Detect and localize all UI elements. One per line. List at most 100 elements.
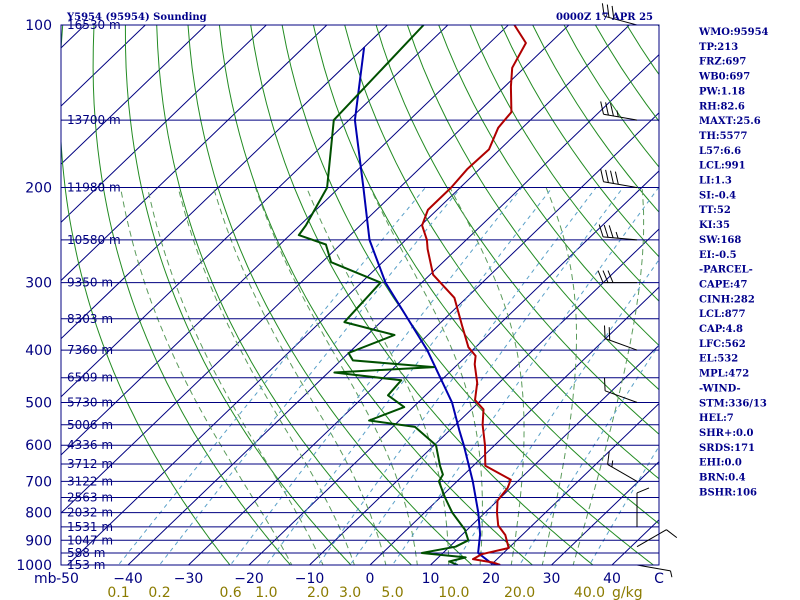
sounding-index-value: CINH:282 <box>699 294 755 305</box>
moist-adiabat-line <box>369 187 483 565</box>
dry-adiabat-line <box>500 25 659 258</box>
temperature-tick-label: −10 <box>295 571 325 587</box>
height-label: 5006 m <box>67 418 113 432</box>
mixing-ratio-label: 5.0 <box>381 585 403 600</box>
height-label: 5730 m <box>67 395 113 409</box>
sounding-index-value: EI:-0.5 <box>699 250 737 261</box>
sounding-index-value: RH:82.6 <box>699 101 745 112</box>
height-label: 4336 m <box>67 438 113 452</box>
pressure-tick-label: 100 <box>25 18 52 34</box>
sounding-index-value: MPL:472 <box>699 369 749 380</box>
height-label: 11980 m <box>67 181 121 195</box>
sounding-index-value: CAPE:47 <box>699 279 748 290</box>
dry-adiabat-line <box>375 25 659 435</box>
dry-adiabat-line <box>124 25 352 565</box>
height-label: 13700 m <box>67 113 121 127</box>
mixing-ratio-line <box>519 343 659 565</box>
dry-adiabat-line <box>250 25 594 565</box>
dry-adiabat-line <box>752 25 800 576</box>
isotherm-line <box>429 344 659 565</box>
sounding-index-value: LFC:562 <box>699 339 746 350</box>
isotherm-line <box>61 25 389 340</box>
sounding-time: 0000Z 17 APR 25 <box>556 12 653 23</box>
sounding-index-value: SRDS:171 <box>699 443 755 454</box>
dry-adiabat-line <box>532 25 659 213</box>
mixing-ratio-line <box>265 187 553 565</box>
mixing-ratio-label: 2.0 <box>307 585 329 600</box>
height-label: 9350 m <box>67 276 113 290</box>
isobar-lines <box>61 24 659 566</box>
moist-adiabat-line <box>177 187 355 565</box>
background-grid <box>61 25 800 576</box>
wind-barb <box>604 377 638 403</box>
height-label: 588 m <box>67 546 105 560</box>
pressure-tick-label: 900 <box>25 533 52 549</box>
isotherm-line <box>127 53 659 565</box>
moist-adiabat-line <box>449 187 525 565</box>
wind-barb <box>636 529 678 548</box>
wind-barb <box>598 224 638 241</box>
isotherm-line <box>308 228 659 565</box>
sounding-index-value: BRN:0.4 <box>699 473 746 484</box>
height-label: 2563 m <box>67 491 113 505</box>
height-label: 1531 m <box>67 520 113 534</box>
height-label: 1047 m <box>67 533 113 547</box>
dry-adiabat-line <box>406 25 659 391</box>
moist-adiabat-line <box>541 187 577 565</box>
sounding-index-value: TH:5577 <box>699 131 747 142</box>
wind-barb <box>636 564 673 578</box>
height-label: 8303 m <box>67 312 113 326</box>
temperature-tick-label: 30 <box>543 571 561 587</box>
height-label: 10580 m <box>67 233 121 247</box>
sounding-index-value: -WIND- <box>699 383 741 394</box>
dry-adiabat-line <box>187 25 473 565</box>
dry-adiabat-line <box>344 25 659 480</box>
dry-adiabat-line <box>438 25 659 347</box>
sounding-index-value: TP:213 <box>699 42 738 53</box>
sounding-index-value: KI:35 <box>699 220 730 231</box>
temperature-tick-label: −30 <box>174 571 204 587</box>
mixing-ratio-line <box>453 258 659 565</box>
mixing-ratio-label: 20.0 <box>504 585 535 600</box>
height-label: 2032 m <box>67 506 113 520</box>
isotherm-line <box>61 25 510 456</box>
sounding-index-value: WMO:95954 <box>698 27 769 38</box>
mixing-ratio-unit: g/kg <box>612 585 643 600</box>
pressure-tick-label: 300 <box>25 276 52 292</box>
sounding-profiles <box>297 25 527 565</box>
pressure-tick-label: 800 <box>25 506 52 522</box>
mixing-ratio-line <box>349 187 624 565</box>
sounding-index-value: PW:1.18 <box>699 86 745 97</box>
sounding-index-value: LI:1.3 <box>699 176 732 187</box>
temperature-tick-label: −40 <box>113 571 143 587</box>
dry-adiabat-line <box>563 25 659 168</box>
mixing-ratio-label: 1.0 <box>255 585 277 600</box>
dry-adiabat-line <box>156 25 413 565</box>
station-title: Y5954 (95954) Sounding <box>66 12 207 23</box>
dry-adiabat-line <box>218 25 534 565</box>
dewpoint-profile-line <box>297 25 470 565</box>
moist-adiabat-line <box>255 187 418 565</box>
mixing-ratio-line <box>317 187 597 565</box>
parcel-trace-line <box>353 47 501 565</box>
pressure-tick-label: 400 <box>25 343 52 359</box>
isotherm-line <box>490 402 659 565</box>
wind-barb <box>600 168 638 189</box>
temperature-unit-label: C <box>654 571 664 587</box>
sounding-indices-panel: WMO:95954 TP:213 FRZ:697 WB0:697 PW:1.18 RH:8… <box>698 27 769 498</box>
sounding-index-value: WB0:697 <box>698 72 750 83</box>
dry-adiabat-line <box>92 25 292 565</box>
wind-barb <box>601 3 638 26</box>
sounding-index-value: STM:336/13 <box>699 398 767 409</box>
dry-adiabat-line <box>312 25 659 525</box>
mixing-ratio-label: 3.0 <box>339 585 361 600</box>
sounding-index-value: LCL:877 <box>699 309 746 320</box>
isotherm-line <box>61 25 570 514</box>
temperature-tick-label: -50 <box>56 571 79 587</box>
moist-adiabat-line <box>306 187 450 565</box>
moist-adiabat-line <box>572 187 645 565</box>
sounding-index-value: LCL:991 <box>699 161 746 172</box>
height-label: 3712 m <box>67 457 113 471</box>
sounding-index-value: TT:52 <box>699 205 731 216</box>
height-label: 3122 m <box>67 474 113 488</box>
